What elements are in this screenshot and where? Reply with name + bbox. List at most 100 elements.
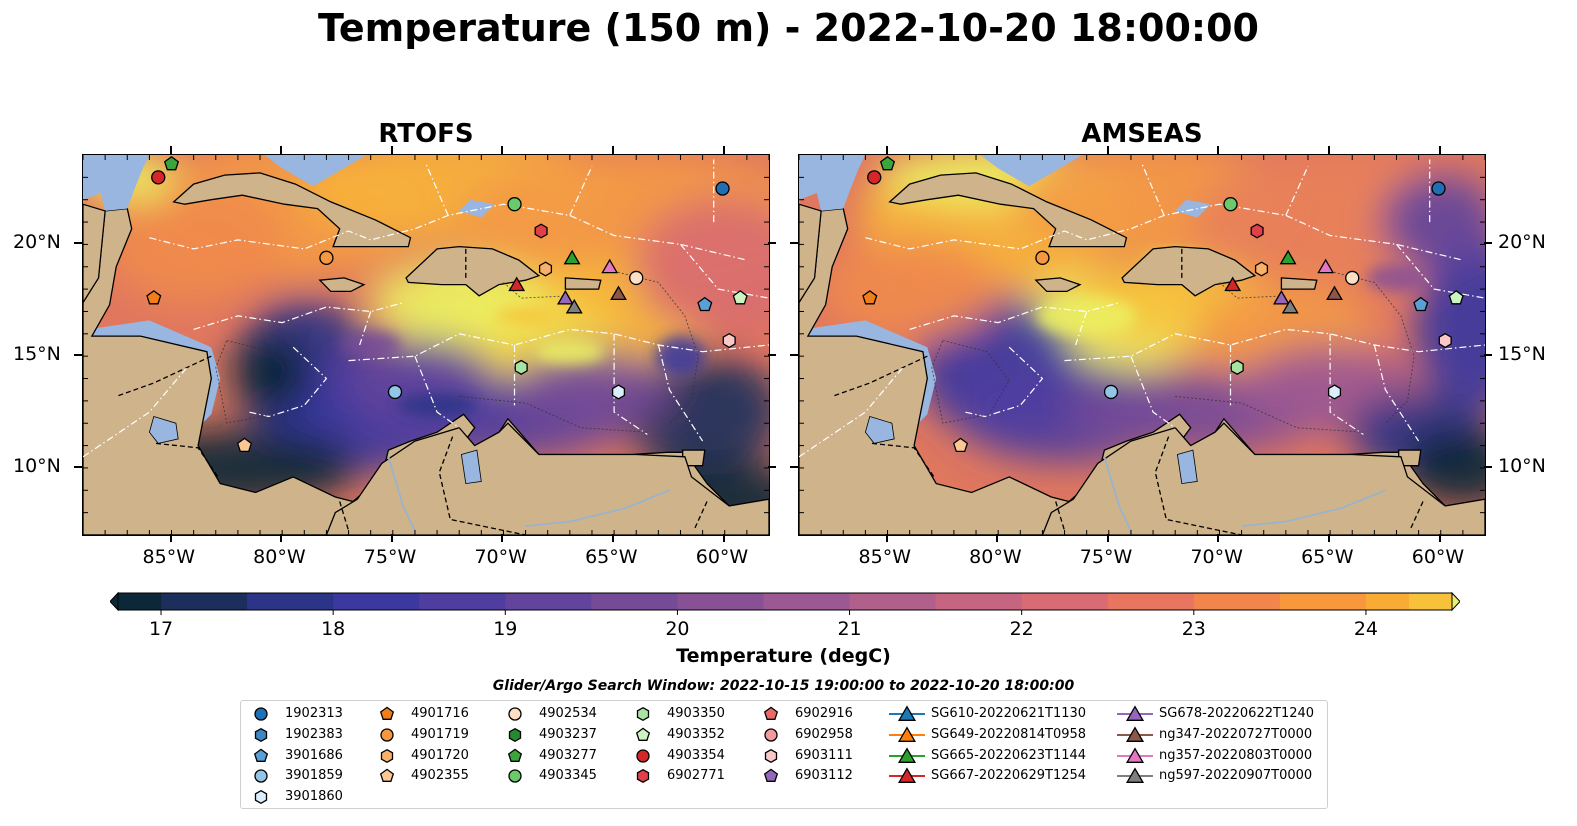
legend-hexagon-icon bbox=[636, 706, 650, 722]
lon-tick-label: 70°W bbox=[1190, 546, 1243, 568]
lon-tick-label: 65°W bbox=[1301, 546, 1354, 568]
lon-major-tick bbox=[722, 534, 725, 542]
lon-major-tick bbox=[280, 534, 283, 542]
colorbar-segment bbox=[763, 593, 851, 610]
legend-hexagon-icon bbox=[764, 748, 778, 763]
legend-entry-label: 4901719 bbox=[411, 726, 469, 742]
lon-major-tick bbox=[501, 146, 504, 154]
legend-circle-icon bbox=[254, 769, 268, 784]
colorbar-tick-label: 23 bbox=[1181, 618, 1206, 640]
colorbar-segment bbox=[1107, 593, 1195, 610]
legend-entry-label: SG667-20220629T1254 bbox=[931, 768, 1087, 784]
colorbar-segment bbox=[1408, 593, 1453, 610]
legend-circle-icon bbox=[636, 748, 650, 763]
lat-major-tick bbox=[768, 465, 776, 468]
legend-entry-label: 3901860 bbox=[285, 789, 343, 805]
legend-pentagon-icon bbox=[763, 706, 779, 720]
lon-major-tick bbox=[169, 146, 172, 154]
colorbar-segment bbox=[1365, 593, 1410, 610]
legend-entry-label: 4902355 bbox=[411, 768, 469, 784]
marker-3901859 bbox=[387, 384, 403, 400]
colorbar-segment bbox=[333, 593, 420, 610]
marker-4901720 bbox=[1254, 261, 1269, 277]
legend-entry-label: ng597-20220907T0000 bbox=[1159, 768, 1313, 784]
colorbar-segment bbox=[118, 593, 162, 610]
marker-4903277 bbox=[163, 155, 180, 171]
marker-4902355 bbox=[952, 437, 969, 453]
marker-4903277 bbox=[879, 155, 896, 171]
lon-major-tick bbox=[390, 146, 393, 154]
lat-major-tick bbox=[790, 465, 798, 468]
colorbar-tick-label: 22 bbox=[1009, 618, 1034, 640]
lat-major-tick bbox=[74, 242, 82, 245]
marker-SG667-20220629T1254 bbox=[1224, 276, 1242, 292]
legend-entry-label: 4903354 bbox=[667, 747, 725, 763]
legend-entry-label: SG678-20220622T1240 bbox=[1159, 706, 1315, 721]
legend-entry-label: 4901716 bbox=[411, 706, 469, 721]
marker-6902771 bbox=[534, 223, 548, 239]
legend-entry-label: SG665-20220623T1144 bbox=[931, 747, 1087, 763]
lat-tick-label-left: 15°N bbox=[13, 343, 61, 366]
marker-1902313 bbox=[715, 181, 730, 196]
marker-ng597-20220907T0000 bbox=[1281, 298, 1299, 314]
legend-line-triangle-icon bbox=[889, 746, 925, 763]
legend-hexagon-icon bbox=[380, 748, 394, 763]
legend-entry-label: 4902534 bbox=[539, 706, 597, 721]
lon-major-tick bbox=[169, 534, 172, 542]
marker-ng347-20220727T0000 bbox=[1326, 285, 1343, 301]
marker-ng357-20220803T0000 bbox=[601, 258, 619, 274]
legend-entry-label: 3901686 bbox=[285, 747, 343, 763]
marker-SG678-20220622T1240 bbox=[556, 289, 574, 305]
marker-SG665-20220623T1144 bbox=[1279, 249, 1297, 265]
marker-4901716 bbox=[146, 290, 162, 305]
lon-major-tick bbox=[996, 534, 999, 542]
legend-entry-label: SG610-20220621T1130 bbox=[931, 706, 1087, 721]
lon-major-tick bbox=[501, 534, 504, 542]
legend-pentagon-icon bbox=[379, 768, 395, 783]
marker-ng357-20220803T0000 bbox=[1317, 258, 1335, 274]
legend-hexagon-icon bbox=[254, 790, 268, 805]
lon-major-tick bbox=[722, 146, 725, 154]
lat-major-tick bbox=[768, 354, 776, 357]
marker-6903111 bbox=[722, 332, 736, 349]
marker-4903352 bbox=[732, 290, 748, 305]
lon-tick-label: 80°W bbox=[969, 546, 1022, 568]
lon-major-tick bbox=[1438, 146, 1441, 154]
colorbar-segment bbox=[849, 593, 937, 610]
legend-entry-label: ng357-20220803T0000 bbox=[1159, 747, 1313, 763]
legend-line-triangle-icon bbox=[1117, 767, 1153, 784]
colorbar-tick-label: 19 bbox=[493, 618, 518, 640]
legend: 1902313 1902383 3901686 3901859 3901860 49017… bbox=[240, 700, 1328, 809]
legend-entry-label: 6902916 bbox=[795, 706, 853, 721]
legend-circle-icon bbox=[764, 728, 778, 742]
panel-title-rtofs: RTOFS bbox=[378, 119, 474, 149]
legend-pentagon-icon bbox=[635, 727, 651, 741]
legend-title: Glider/Argo Search Window: 2022-10-15 19… bbox=[492, 678, 1075, 694]
legend-entry-label: 4903237 bbox=[539, 726, 597, 742]
lon-major-tick bbox=[996, 146, 999, 154]
marker-4903345 bbox=[1223, 197, 1238, 212]
lon-major-tick bbox=[1217, 534, 1220, 542]
marker-4902534 bbox=[1345, 270, 1360, 286]
colorbar bbox=[110, 591, 1460, 615]
lat-major-tick bbox=[768, 242, 776, 245]
marker-4901720 bbox=[538, 261, 553, 277]
figure-title: Temperature (150 m) - 2022-10-20 18:00:0… bbox=[317, 6, 1259, 50]
marker-4903345 bbox=[507, 197, 522, 212]
marker-4901719 bbox=[1035, 250, 1050, 265]
marker-SG665-20220623T1144 bbox=[563, 249, 581, 265]
lat-tick-label-right: 15°N bbox=[1498, 343, 1546, 366]
legend-line-triangle-icon bbox=[1117, 746, 1153, 763]
marker-4901719 bbox=[319, 250, 334, 265]
marker-3901686 bbox=[1413, 296, 1429, 312]
map-rtofs bbox=[82, 154, 770, 536]
marker-3901686 bbox=[697, 296, 713, 312]
marker-3901860 bbox=[1327, 384, 1342, 400]
colorbar-tick-label: 17 bbox=[148, 618, 174, 640]
lon-major-tick bbox=[1438, 534, 1441, 542]
colorbar-tick-label: 24 bbox=[1353, 618, 1379, 640]
legend-hexagon-icon bbox=[254, 727, 268, 742]
legend-entry-label: 4903350 bbox=[667, 706, 725, 721]
lon-tick-label: 60°W bbox=[695, 546, 749, 568]
marker-4903354 bbox=[151, 170, 166, 185]
